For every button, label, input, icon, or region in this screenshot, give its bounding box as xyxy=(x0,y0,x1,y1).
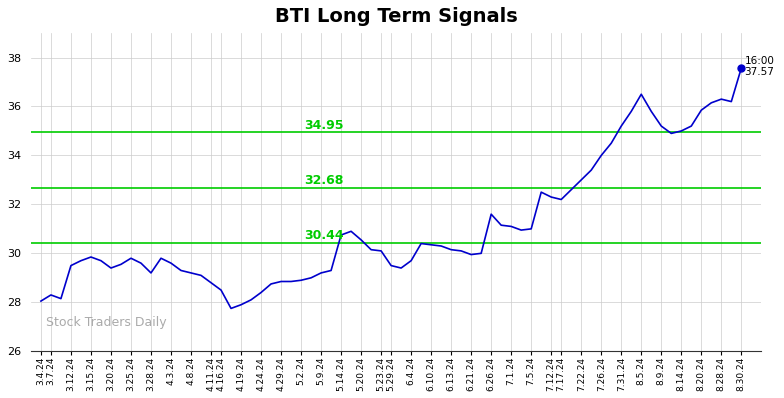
Text: 32.68: 32.68 xyxy=(303,174,343,187)
Title: BTI Long Term Signals: BTI Long Term Signals xyxy=(274,7,517,26)
Text: Stock Traders Daily: Stock Traders Daily xyxy=(45,316,166,329)
Text: 30.44: 30.44 xyxy=(303,229,343,242)
Point xyxy=(735,65,748,71)
Text: 16:00
37.57: 16:00 37.57 xyxy=(744,56,774,77)
Text: 34.95: 34.95 xyxy=(303,119,343,131)
